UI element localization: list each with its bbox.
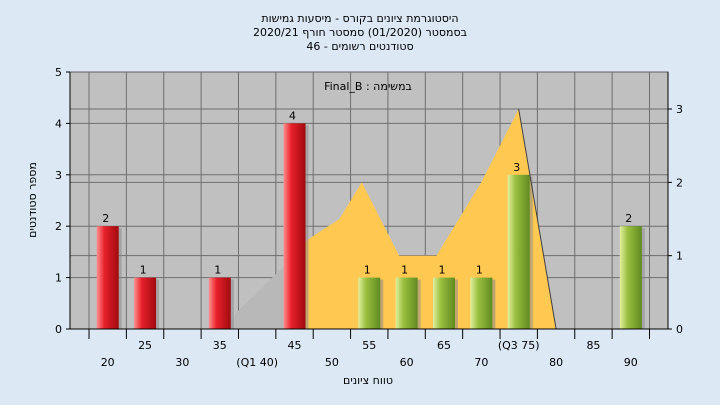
bar-75 [507, 174, 530, 329]
title-line-2: בסמסטר (01/2020) סמסטר חורף 2020/21 [253, 26, 467, 39]
bar-70 [470, 277, 493, 329]
x-tick-label: (Q3 75) [498, 339, 540, 352]
y-tick-label: 2 [55, 220, 62, 233]
x-tick-label: 45 [288, 339, 302, 352]
data-label-25: 1 [140, 264, 147, 277]
bar-55 [358, 277, 381, 329]
y-tick-label: 1 [55, 272, 62, 285]
bar-25 [134, 277, 157, 329]
chart-title: היסטוגרמת ציונים בקורס - מיסעות גמישות ב… [253, 12, 467, 53]
bar-60 [395, 277, 418, 329]
bar-65 [432, 277, 455, 329]
x-tick-label: 90 [624, 356, 638, 369]
overlay-line [518, 108, 557, 330]
x-tick-label: 85 [586, 339, 600, 352]
overlay-line-group [518, 108, 557, 330]
data-label-55: 1 [364, 264, 371, 277]
data-label-20: 2 [102, 212, 109, 225]
area-yellow [294, 109, 557, 329]
data-labels: 2 1 1 4 1 1 1 1 3 2 [102, 109, 632, 276]
y-tick-label: 0 [55, 323, 62, 336]
y2-tick-label: 3 [676, 103, 683, 116]
bars [96, 123, 645, 330]
x-tick-label: 70 [474, 356, 488, 369]
x-axis: 20 25 30 35 (Q1 40) 45 50 55 60 65 70 (Q3 75) 80 85 90 [70, 328, 668, 369]
bar-35 [208, 277, 231, 329]
x-tick-label: 65 [437, 339, 451, 352]
y2-tick-label: 2 [676, 176, 683, 189]
y-tick-label: 3 [55, 169, 62, 182]
chart-annotation: במשימה : Final_B [324, 80, 412, 93]
bar-45 [283, 123, 306, 330]
x-tick-label: 55 [362, 339, 376, 352]
y-tick-label: 4 [55, 117, 62, 130]
data-label-35: 1 [214, 264, 221, 277]
x-tick-label: 80 [549, 356, 563, 369]
x-tick-label: 25 [138, 339, 152, 352]
y-axis: 0 1 2 3 4 5 [55, 66, 71, 336]
x-tick-label: 30 [175, 356, 189, 369]
data-label-75: 3 [513, 161, 520, 174]
title-line-1: היסטוגרמת ציונים בקורס - מיסעות גמישות [261, 12, 458, 25]
y-axis-label: מספר סטודנטים [26, 162, 39, 238]
y-tick-label: 5 [55, 66, 62, 79]
x-tick-label: 60 [400, 356, 414, 369]
data-label-70: 1 [476, 264, 483, 277]
data-label-45: 4 [289, 109, 296, 122]
y2-axis: 0 1 2 3 [667, 72, 683, 336]
x-axis-label: טווח ציונים [343, 374, 393, 387]
x-tick-label: (Q1 40) [236, 356, 278, 369]
y2-tick-label: 0 [676, 323, 683, 336]
x-tick-label: 20 [101, 356, 115, 369]
bar-90 [619, 226, 642, 329]
data-label-65: 1 [438, 264, 445, 277]
x-tick-label: 50 [325, 356, 339, 369]
bar-20 [96, 226, 119, 329]
title-line-3: סטודנטים רשומים - 46 [306, 40, 413, 53]
x-tick-label: 35 [213, 339, 227, 352]
data-label-90: 2 [625, 212, 632, 225]
data-label-60: 1 [401, 264, 408, 277]
y2-tick-label: 1 [676, 250, 683, 263]
